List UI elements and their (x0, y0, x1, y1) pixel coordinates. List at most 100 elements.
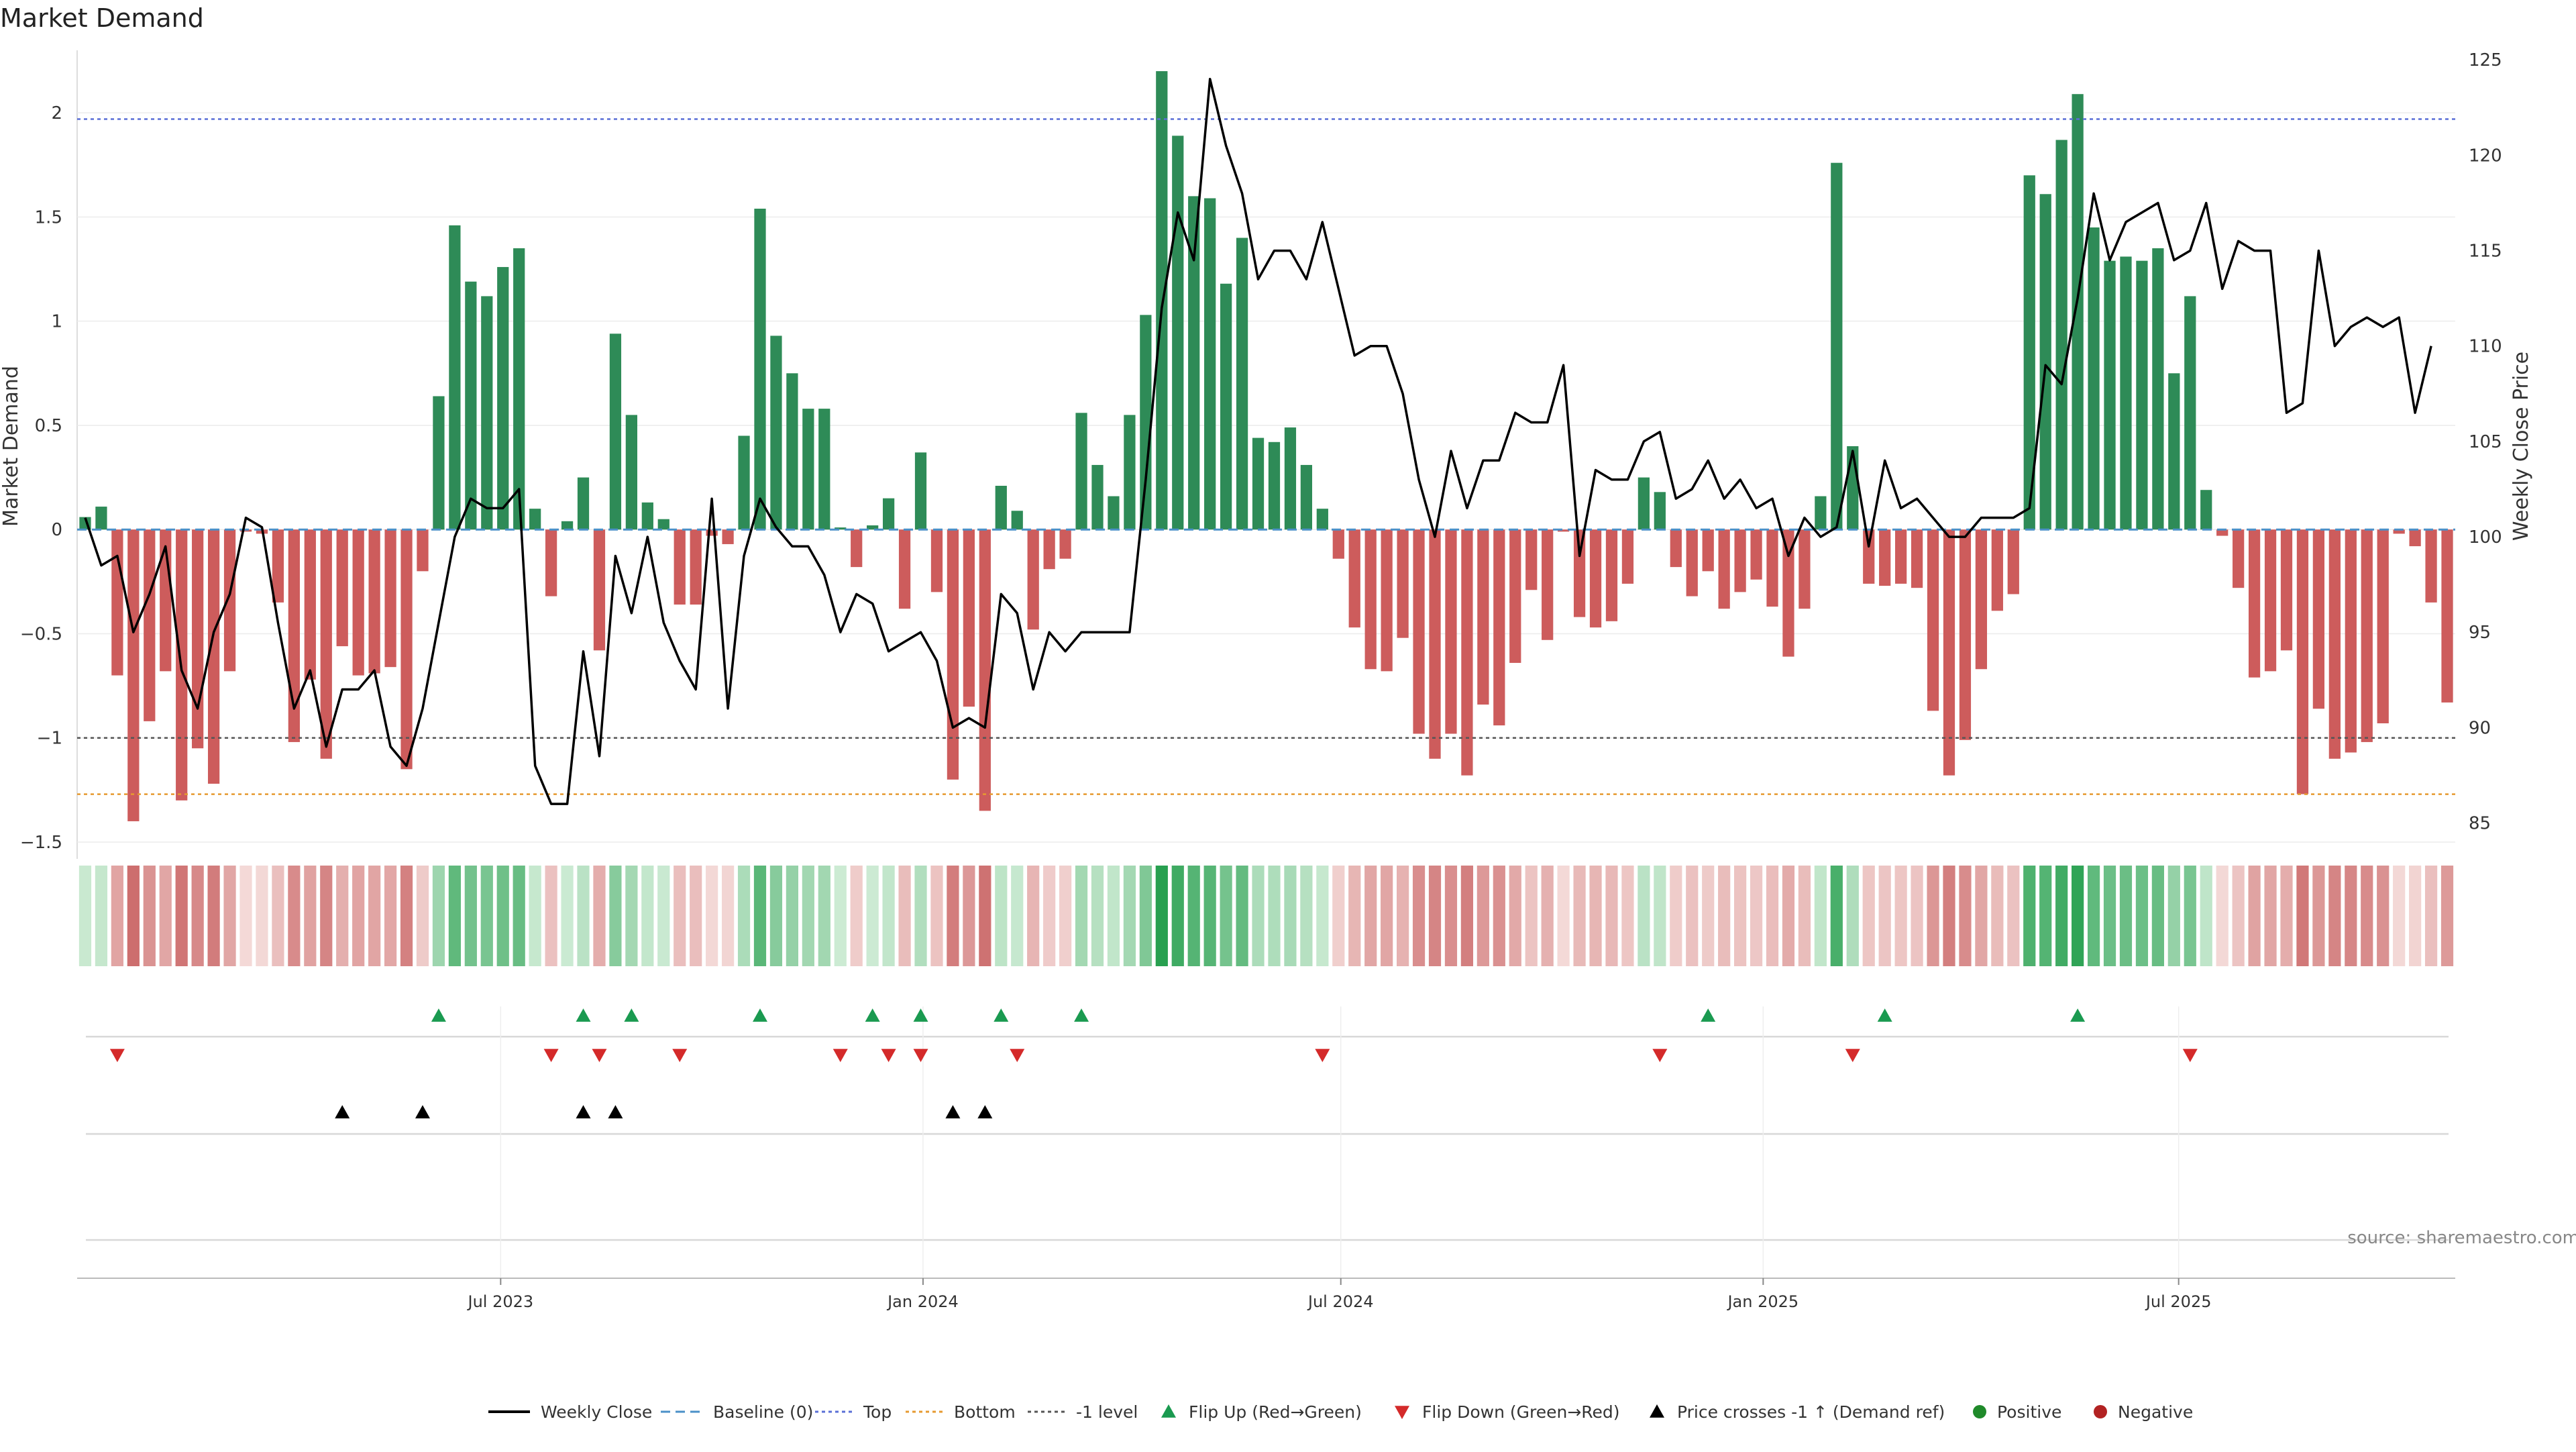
y2-tick-label: 95 (2469, 623, 2491, 643)
intensity-cell (1573, 866, 1586, 966)
intensity-cell (95, 866, 108, 966)
intensity-cell (1894, 866, 1907, 966)
legend-swatch-flip-down (1395, 1406, 1409, 1419)
intensity-cell (1862, 866, 1875, 966)
legend-swatch-price-cross (1650, 1404, 1664, 1418)
demand-bar (867, 525, 879, 530)
demand-bar (2200, 490, 2212, 530)
flip-up-marker (752, 1008, 767, 1022)
price-cross-marker (576, 1105, 591, 1119)
intensity-cell (2409, 866, 2422, 966)
intensity-cell (2167, 866, 2180, 966)
demand-bar (111, 529, 123, 676)
flip-down-marker (1315, 1049, 1330, 1062)
intensity-cell (256, 866, 268, 966)
intensity-cell (1268, 866, 1281, 966)
intensity-cell (963, 866, 975, 966)
intensity-cell (1332, 866, 1345, 966)
demand-bar (336, 529, 348, 647)
intensity-cell (1011, 866, 1024, 966)
demand-bar (2088, 227, 2100, 530)
y2-tick-label: 110 (2469, 337, 2502, 357)
intensity-cell (1541, 866, 1554, 966)
x-tick-label: Jul 2023 (466, 1292, 533, 1311)
intensity-cell (2393, 866, 2406, 966)
demand-bar (1220, 283, 1232, 530)
demand-bar (947, 529, 959, 780)
y2-tick-label: 120 (2469, 146, 2502, 166)
demand-bar (2393, 529, 2405, 534)
intensity-cell (850, 866, 863, 966)
intensity-cell (1059, 866, 1072, 966)
intensity-cell (1171, 866, 1184, 966)
flip-up-marker (1074, 1008, 1089, 1022)
intensity-cell (1702, 866, 1715, 966)
intensity-cell (2023, 866, 2036, 966)
intensity-cell (175, 866, 188, 966)
demand-bar (1413, 529, 1425, 734)
demand-bar (1734, 529, 1746, 592)
intensity-cell (802, 866, 814, 966)
intensity-cell (1605, 866, 1618, 966)
demand-bar (400, 529, 413, 770)
intensity-cell (2184, 866, 2196, 966)
demand-bar (963, 529, 975, 707)
intensity-cell (1348, 866, 1361, 966)
flip-down-marker (833, 1049, 848, 1062)
demand-bar (352, 529, 364, 676)
demand-bar (2120, 256, 2132, 530)
demand-bar (481, 296, 493, 530)
intensity-cell (513, 866, 525, 966)
demand-bar (1991, 529, 2003, 611)
flip-down-marker (543, 1049, 559, 1062)
demand-bar (1573, 529, 1586, 617)
intensity-cell (1782, 866, 1795, 966)
intensity-cell (930, 866, 943, 966)
demand-bar (1027, 529, 1039, 630)
intensity-cell (1589, 866, 1602, 966)
demand-bar (1927, 529, 1939, 711)
y2-tick-label: 115 (2469, 242, 2502, 262)
intensity-cell (1814, 866, 1827, 966)
demand-bar (304, 529, 316, 680)
demand-bar (1043, 529, 1055, 570)
demand-bar (449, 225, 461, 530)
intensity-cell (2361, 866, 2373, 966)
intensity-cell (1878, 866, 1891, 966)
demand-bar (127, 529, 140, 821)
intensity-cell (1236, 866, 1248, 966)
intensity-cell (1123, 866, 1136, 966)
legend-label: Weekly Close (541, 1402, 652, 1422)
intensity-cell (1316, 866, 1329, 966)
intensity-cell (78, 866, 92, 966)
flip-down-marker (913, 1049, 928, 1062)
demand-bar (2328, 529, 2341, 759)
intensity-cell (2232, 866, 2245, 966)
intensity-cell (1091, 866, 1104, 966)
demand-bar (513, 248, 525, 530)
y2-tick-label: 105 (2469, 432, 2502, 452)
intensity-cell (1846, 866, 1859, 966)
intensity-cell (143, 866, 156, 966)
intensity-cell (2039, 866, 2052, 966)
intensity-cell (127, 866, 140, 966)
intensity-cell (496, 866, 509, 966)
price-cross-marker (608, 1105, 623, 1119)
intensity-cell (979, 866, 991, 966)
demand-bar (1558, 529, 1570, 532)
price-line (84, 77, 2432, 805)
intensity-cell (2377, 866, 2390, 966)
legend-label: Negative (2118, 1402, 2193, 1422)
intensity-cell (1686, 866, 1699, 966)
flip-down-marker (1845, 1049, 1860, 1062)
legend-swatch-positive (1973, 1405, 1986, 1418)
intensity-cell (352, 866, 365, 966)
source-label: source: sharemaestro.com (2347, 1228, 2576, 1248)
demand-bar (690, 529, 702, 605)
y-axis-label: Market Demand (0, 366, 23, 527)
intensity-cell (2216, 866, 2229, 966)
intensity-cell (2103, 866, 2116, 966)
demand-bar (882, 498, 895, 530)
legend-label: Flip Up (Red→Green) (1189, 1402, 1362, 1422)
demand-bar (1348, 529, 1360, 628)
